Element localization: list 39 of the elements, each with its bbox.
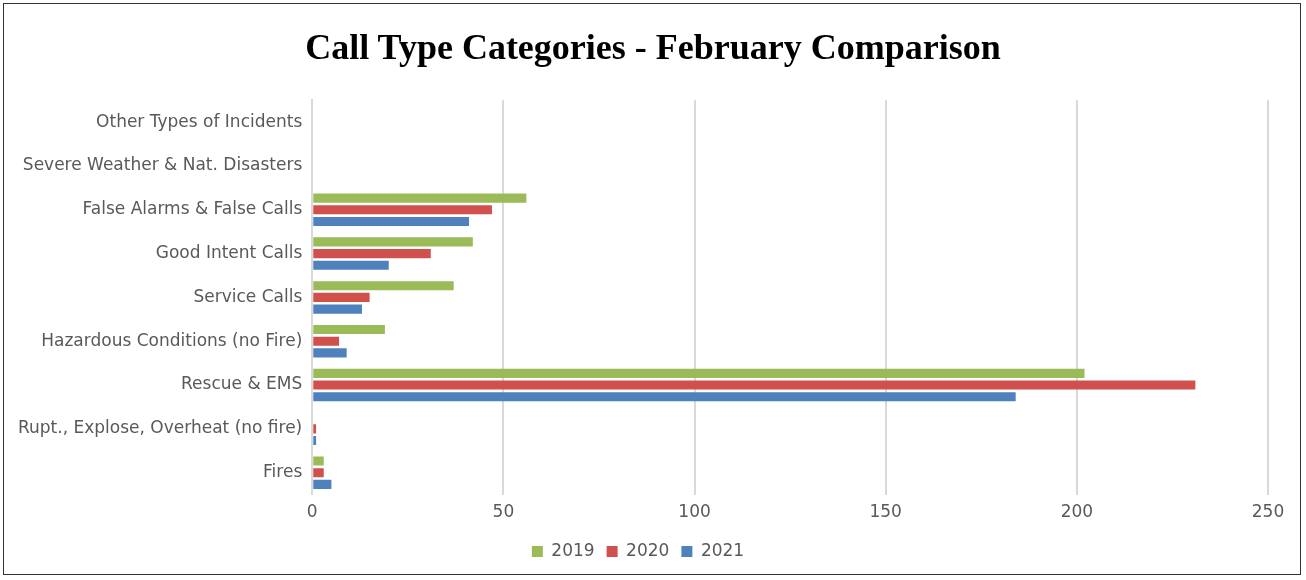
- y-tick-label: Severe Weather & Nat. Disasters: [22, 154, 303, 175]
- bar: [313, 348, 347, 358]
- bar: [313, 456, 324, 466]
- bar: [313, 468, 324, 478]
- x-tick-label: 250: [1251, 501, 1285, 522]
- bar: [313, 424, 317, 434]
- x-tick-label: 150: [869, 501, 902, 522]
- bar: [313, 281, 454, 291]
- bar: [313, 392, 1016, 402]
- bar: [313, 216, 470, 226]
- y-tick-label: False Alarms & False Calls: [82, 198, 303, 219]
- x-tick-label: 50: [492, 501, 515, 522]
- bar: [313, 237, 473, 247]
- bar: [313, 436, 317, 446]
- bar: [313, 336, 340, 346]
- chart-title: Call Type Categories - February Comparison: [304, 26, 1002, 68]
- y-tick-label: Rescue & EMS: [181, 373, 303, 394]
- y-tick-label: Rupt., Explose, Overheat (no fire): [17, 417, 303, 438]
- legend-label: 2020: [626, 539, 670, 560]
- x-tick-label: 0: [306, 501, 318, 522]
- bar: [313, 292, 370, 302]
- y-tick-label: Fires: [263, 461, 303, 482]
- bar: [313, 249, 431, 259]
- y-tick-label: Service Calls: [193, 285, 303, 306]
- y-tick-label: Good Intent Calls: [155, 242, 303, 262]
- x-tick-label: 200: [1060, 501, 1094, 522]
- bar: [313, 380, 1196, 390]
- bar: [313, 324, 385, 335]
- bar: [313, 304, 362, 314]
- bar: [313, 205, 492, 215]
- bar: [313, 368, 1085, 378]
- bar: [313, 260, 389, 270]
- y-tick-label: Other Types of Incidents: [96, 110, 303, 131]
- x-tick-label: 100: [678, 501, 711, 522]
- bar: [313, 193, 527, 203]
- bar: [313, 479, 332, 489]
- legend-label: 2019: [551, 539, 595, 560]
- y-tick-label: Hazardous Conditions (no Fire): [41, 329, 303, 350]
- legend-label: 2021: [700, 539, 745, 560]
